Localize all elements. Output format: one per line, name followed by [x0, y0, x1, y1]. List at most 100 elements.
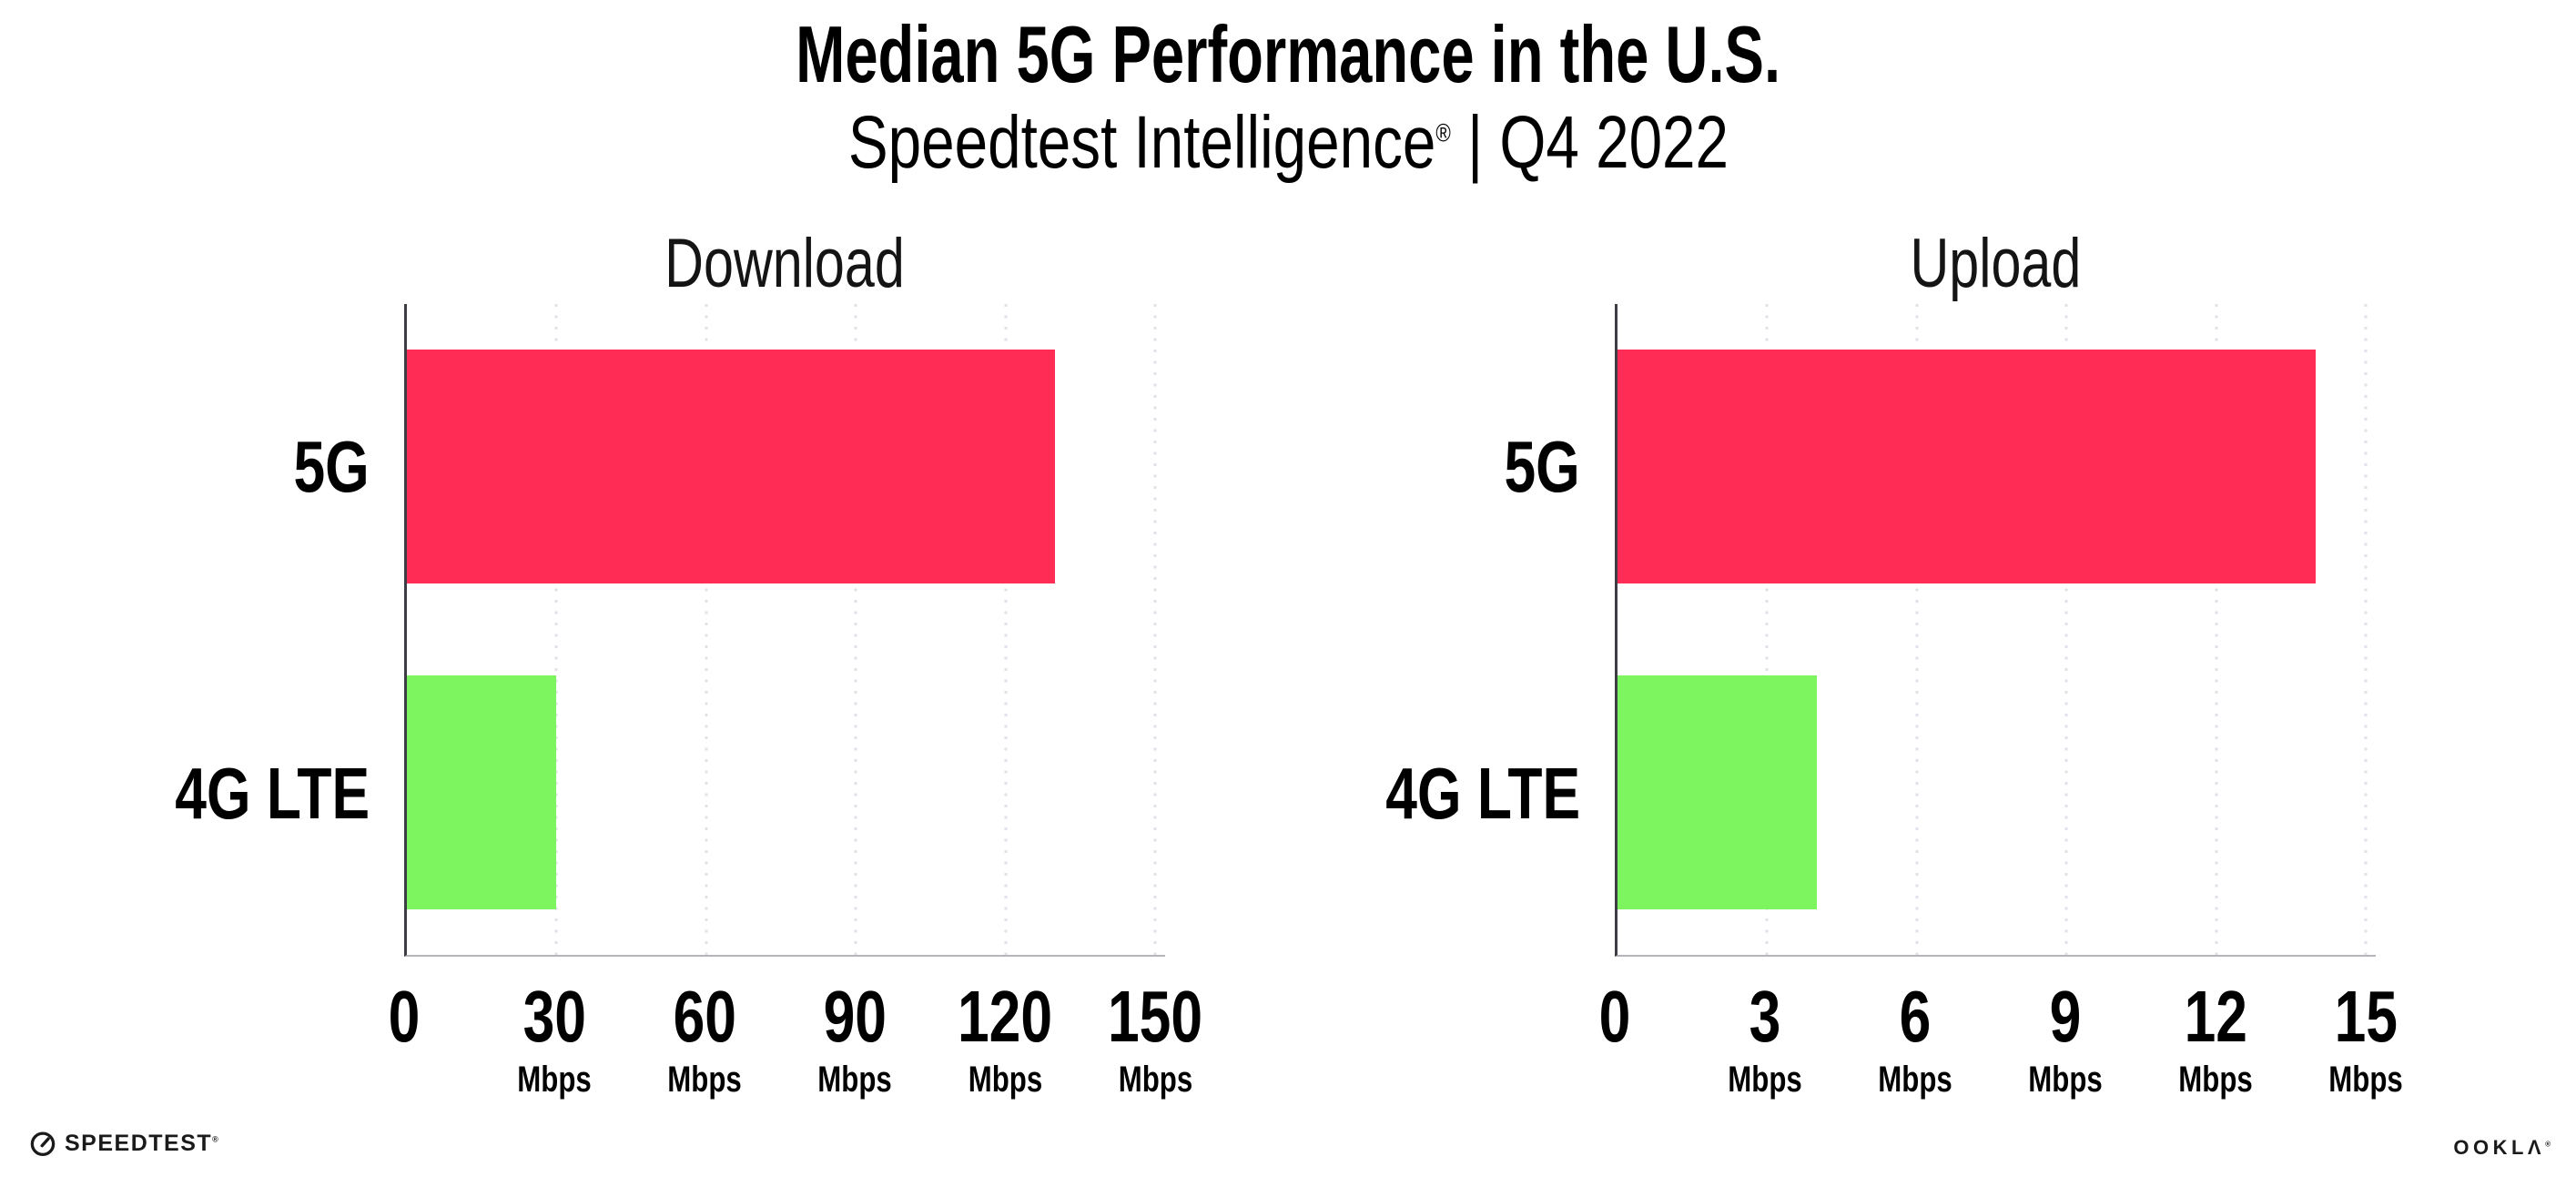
x-tick-unit: Mbps	[1718, 1061, 1812, 1098]
plot-area	[1615, 304, 2376, 957]
x-tick-number-text: 0	[388, 976, 421, 1057]
ookla-logo-text: OOKLΛ®	[2453, 1136, 2551, 1159]
x-tick-90: 90 Mbps	[807, 980, 902, 1099]
x-tick-0: 0	[1595, 980, 1636, 1053]
x-tick-120: 120 Mbps	[944, 980, 1065, 1099]
x-axis: 0 30 Mbps 60 Mbps 90 Mbps 120 Mbps 150 Mbps	[389, 957, 1202, 1099]
chart-title-text: Upload	[1910, 225, 2081, 302]
x-tick-number: 60	[657, 980, 752, 1053]
gridline	[2064, 304, 2068, 955]
speedtest-logo: SPEEDTEST®	[29, 1130, 218, 1157]
x-tick-unit-text: Mbps	[2328, 1060, 2403, 1100]
x-tick-number-text: 60	[673, 976, 736, 1057]
plot-area	[404, 304, 1165, 957]
x-tick-number: 120	[944, 980, 1065, 1053]
ookla-wordmark: OOKLΛ	[2453, 1136, 2546, 1159]
x-tick-unit: Mbps	[944, 1061, 1065, 1098]
x-tick-30: 30 Mbps	[507, 980, 602, 1099]
registered-mark: ®	[1435, 118, 1451, 147]
x-tick-unit: Mbps	[1868, 1061, 1962, 1098]
x-tick-number: 0	[1595, 980, 1636, 1053]
download-chart: Download 5G 4G LTE 0 30 Mbps 60 Mbps 90 Mbps 120 Mb…	[118, 229, 1202, 1099]
category-label-4g-lte: 4G LTE	[1329, 631, 1615, 958]
subtitle-brand: Speedtest Intelligence	[847, 101, 1435, 184]
category-labels: 5G 4G LTE	[118, 304, 404, 957]
page-subtitle: Speedtest Intelligence® | Q4 2022	[0, 106, 2576, 180]
gridline	[1765, 304, 1769, 955]
x-tick-unit: Mbps	[1094, 1061, 1215, 1098]
x-tick-number: 0	[384, 980, 425, 1053]
category-label-5g: 5G	[118, 304, 404, 631]
x-tick-unit-text: Mbps	[667, 1060, 742, 1100]
ookla-registered-mark: ®	[2545, 1140, 2551, 1149]
speedtest-wordmark: SPEEDTEST	[65, 1130, 213, 1156]
category-label-text: 5G	[1504, 426, 1580, 508]
x-tick-number: 9	[2018, 980, 2113, 1053]
x-tick-number-text: 9	[2049, 976, 2082, 1057]
category-label-text: 4G LTE	[1385, 752, 1580, 834]
x-tick-number-text: 15	[2334, 976, 2398, 1057]
x-tick-unit: Mbps	[2018, 1061, 2113, 1098]
chart-title: Download	[404, 229, 1165, 304]
gridline	[2364, 304, 2368, 955]
x-tick-unit: Mbps	[2318, 1061, 2413, 1098]
x-tick-unit: Mbps	[507, 1061, 602, 1098]
x-tick-unit-text: Mbps	[968, 1060, 1042, 1100]
category-label-4g-lte: 4G LTE	[118, 631, 404, 958]
x-tick-6: 6 Mbps	[1868, 980, 1962, 1099]
x-tick-unit: Mbps	[2168, 1061, 2263, 1098]
gridline	[1004, 304, 1008, 955]
x-tick-unit-text: Mbps	[1118, 1060, 1192, 1100]
x-tick-number: 12	[2168, 980, 2263, 1053]
chart-title-text: Download	[664, 225, 905, 302]
bar-4g-lte-download	[407, 675, 557, 909]
bar-4g-lte-upload	[1618, 675, 1818, 909]
x-tick-number: 90	[807, 980, 902, 1053]
x-tick-unit-text: Mbps	[517, 1060, 592, 1100]
x-tick-12: 12 Mbps	[2168, 980, 2263, 1099]
bar-5g-upload	[1618, 350, 2317, 584]
x-tick-number: 3	[1718, 980, 1812, 1053]
x-tick-15: 15 Mbps	[2318, 980, 2413, 1099]
x-tick-9: 9 Mbps	[2018, 980, 2113, 1099]
x-tick-number: 150	[1094, 980, 1215, 1053]
chart-title: Upload	[1615, 229, 2376, 304]
subtitle-period: | Q4 2022	[1450, 101, 1729, 184]
gridline	[705, 304, 708, 955]
x-axis: 0 3 Mbps 6 Mbps 9 Mbps 12 Mbps 15 Mbps	[1599, 957, 2403, 1099]
x-tick-unit-text: Mbps	[2178, 1060, 2253, 1100]
x-tick-3: 3 Mbps	[1718, 980, 1812, 1099]
speedtest-logo-text: SPEEDTEST®	[65, 1130, 218, 1156]
x-tick-number-text: 90	[823, 976, 887, 1057]
charts-row: Download 5G 4G LTE 0 30 Mbps 60 Mbps 90 Mbps 120 Mb…	[118, 229, 2576, 1099]
x-tick-unit: Mbps	[807, 1061, 902, 1098]
page-subtitle-text: Speedtest Intelligence® | Q4 2022	[847, 106, 1728, 180]
category-label-5g: 5G	[1329, 304, 1615, 631]
x-tick-150: 150 Mbps	[1094, 980, 1215, 1099]
gridline	[554, 304, 558, 955]
x-tick-60: 60 Mbps	[657, 980, 752, 1099]
x-tick-number: 15	[2318, 980, 2413, 1053]
gridline	[2215, 304, 2218, 955]
gridline	[854, 304, 857, 955]
x-tick-number-text: 120	[957, 976, 1053, 1057]
x-tick-number-text: 150	[1107, 976, 1203, 1057]
x-tick-number-text: 12	[2184, 976, 2247, 1057]
x-tick-number: 30	[507, 980, 602, 1053]
x-tick-unit-text: Mbps	[2028, 1060, 2103, 1100]
speedtest-registered-mark: ®	[212, 1134, 218, 1144]
x-tick-unit: Mbps	[657, 1061, 752, 1098]
category-label-text: 5G	[293, 426, 370, 508]
category-labels: 5G 4G LTE	[1329, 304, 1615, 957]
x-tick-number-text: 0	[1598, 976, 1631, 1057]
x-tick-number-text: 3	[1749, 976, 1781, 1057]
ookla-logo: OOKLΛ®	[2453, 1138, 2551, 1159]
x-tick-unit-text: Mbps	[817, 1060, 892, 1100]
x-tick-number-text: 30	[522, 976, 586, 1057]
header: Median 5G Performance in the U.S. Speedt…	[0, 0, 2576, 180]
gridline	[1153, 304, 1157, 955]
page-title: Median 5G Performance in the U.S.	[0, 15, 2576, 95]
speedtest-gauge-icon	[30, 1131, 56, 1157]
x-tick-unit-text: Mbps	[1878, 1060, 1952, 1100]
